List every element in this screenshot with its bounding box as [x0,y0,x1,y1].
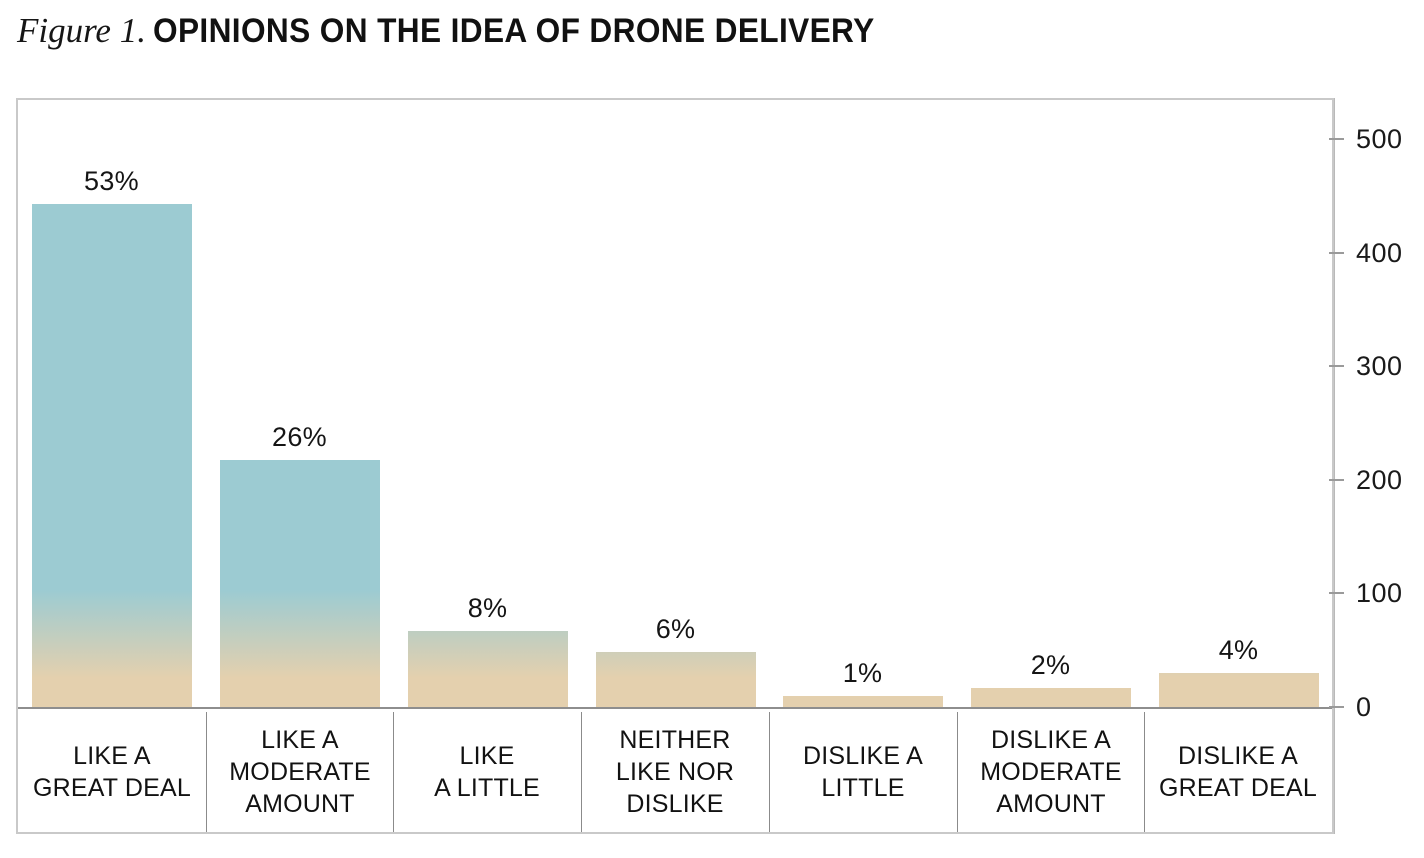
bar-fill [971,687,1131,707]
y-axis: 0 100 200 300 400 500 [1329,98,1424,834]
y-axis-line [1334,98,1335,834]
category-divider [206,712,207,832]
category-label-cell: NEITHER LIKE NOR DISLIKE [581,709,769,835]
bar-value-label: 8% [467,592,508,623]
y-tick-label: 500 [1356,124,1403,154]
bar-gradient [220,460,380,707]
y-tick-mark [1329,706,1344,708]
y-tick-mark [1329,478,1344,481]
y-tick-label: 200 [1356,464,1403,495]
bar [595,652,756,707]
bar [407,630,568,707]
category-label-cell: DISLIKE A GREAT DEAL [1144,709,1332,835]
plot-area: 53% 26% 8% 6% 1% 2% 4% LIKE A GREAT DEAL LIKE A… [18,100,1332,832]
y-tick-mark [1329,365,1344,368]
bar-value-label: 26% [272,422,327,453]
page-title: Figure 1. OPINIONS ON THE IDEA OF DRONE D… [17,8,1407,60]
bar-gradient [408,630,568,707]
category-label-text: LIKE A GREAT DEAL [32,742,192,802]
y-tick-label: 300 [1356,351,1403,382]
category-label-text: DISLIKE A LITTLE [803,742,923,802]
category-label-cell: DISLIKE A LITTLE [769,709,957,835]
category-label-cell: LIKE A LITTLE [393,709,581,835]
bar [219,460,380,707]
figure-headline: OPINIONS ON THE IDEA OF DRONE DELIVERY [152,12,875,50]
bar-gradient [1159,672,1319,707]
y-tick-label: 100 [1356,578,1403,609]
figure-number: Figure 1. [17,11,146,50]
bar-fill [596,652,756,707]
category-label-text: DISLIKE A MODERATE AMOUNT [980,726,1122,818]
y-tick-mark [1329,138,1344,140]
category-divider [957,712,958,832]
category-divider [769,712,770,832]
bar-value-label: 4% [1218,634,1259,665]
x-axis-baseline [18,707,1332,709]
category-label-text: DISLIKE A GREAT DEAL [1158,742,1318,802]
bar [31,203,192,707]
bar [970,687,1131,707]
bar [782,695,943,707]
category-label-text: NEITHER LIKE NOR DISLIKE [615,726,735,818]
bar-fill [408,630,568,707]
bar-fill [783,695,943,707]
category-divider [581,712,582,832]
bar-gradient [596,652,756,707]
bar-gradient [783,695,943,707]
bar-fill [220,460,380,707]
bar-fill [1159,672,1319,707]
y-tick-label: 0 [1356,692,1372,722]
category-label-text: LIKE A MODERATE AMOUNT [229,726,371,818]
chart-frame: 53% 26% 8% 6% 1% 2% 4% LIKE A GREAT DEAL LIKE A… [16,98,1334,834]
category-divider [1144,712,1145,832]
bar-value-label: 53% [84,165,139,196]
bar-fill [32,203,192,707]
y-tick-mark [1329,592,1344,595]
bar-gradient [32,203,192,707]
bar-gradient [971,687,1131,707]
bar-value-label: 6% [655,614,696,645]
bar-value-label: 1% [842,657,883,688]
category-label-cell: DISLIKE A MODERATE AMOUNT [957,709,1145,835]
bar [1158,672,1319,707]
y-tick-mark [1329,251,1344,254]
category-label-cell: LIKE A GREAT DEAL [18,709,206,835]
bar-value-label: 2% [1030,649,1071,680]
y-tick-label: 400 [1356,237,1403,268]
category-label-cell: LIKE A MODERATE AMOUNT [206,709,394,835]
category-divider [393,712,394,832]
category-label-row: LIKE A GREAT DEAL LIKE A MODERATE AMOUNT L… [18,709,1332,835]
category-label-text: LIKE A LITTLE [434,742,540,802]
